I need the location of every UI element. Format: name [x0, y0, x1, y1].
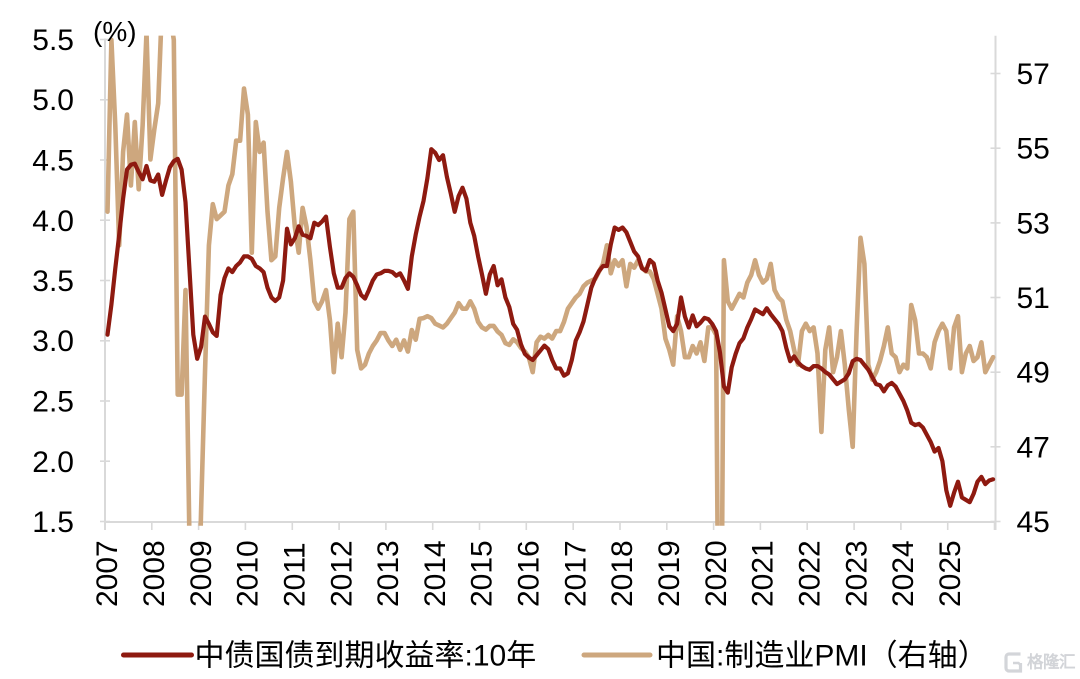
svg-text:2018: 2018 [606, 540, 639, 607]
svg-text:2013: 2013 [372, 540, 405, 607]
svg-text:2015: 2015 [466, 540, 499, 607]
svg-text:中债国债到期收益率:10年: 中债国债到期收益率:10年 [195, 640, 537, 673]
svg-text:5.5: 5.5 [32, 24, 74, 57]
svg-text:2017: 2017 [559, 540, 592, 607]
svg-text:2012: 2012 [325, 540, 358, 607]
svg-text:格隆汇: 格隆汇 [1027, 652, 1076, 672]
svg-text:2024: 2024 [887, 540, 920, 607]
svg-text:2016: 2016 [513, 540, 546, 607]
svg-text:2021: 2021 [747, 540, 780, 607]
svg-text:53: 53 [1017, 207, 1050, 240]
svg-text:3.0: 3.0 [32, 325, 74, 358]
svg-text:2.0: 2.0 [32, 446, 74, 479]
svg-text:(%): (%) [93, 16, 137, 47]
svg-text:45: 45 [1017, 506, 1050, 539]
svg-text:中国:制造业PMI（右轴）: 中国:制造业PMI（右轴） [656, 640, 988, 673]
svg-text:2014: 2014 [419, 540, 452, 607]
svg-text:51: 51 [1017, 282, 1050, 315]
svg-text:2020: 2020 [700, 540, 733, 607]
svg-text:5.0: 5.0 [32, 84, 74, 117]
svg-text:1.5: 1.5 [32, 506, 74, 539]
svg-text:2009: 2009 [185, 540, 218, 607]
svg-text:2025: 2025 [934, 540, 967, 607]
svg-text:49: 49 [1017, 357, 1050, 390]
svg-text:2023: 2023 [840, 540, 873, 607]
svg-text:47: 47 [1017, 431, 1050, 464]
svg-text:2007: 2007 [91, 540, 124, 607]
svg-text:2022: 2022 [793, 540, 826, 607]
svg-text:2011: 2011 [279, 542, 312, 607]
svg-text:2010: 2010 [232, 540, 265, 607]
svg-text:2019: 2019 [653, 540, 686, 607]
svg-text:2.5: 2.5 [32, 386, 74, 419]
svg-text:4.0: 4.0 [32, 205, 74, 238]
svg-text:3.5: 3.5 [32, 265, 74, 298]
svg-text:57: 57 [1017, 58, 1050, 91]
svg-text:2008: 2008 [138, 540, 171, 607]
svg-text:55: 55 [1017, 133, 1050, 166]
svg-text:4.5: 4.5 [32, 145, 74, 178]
